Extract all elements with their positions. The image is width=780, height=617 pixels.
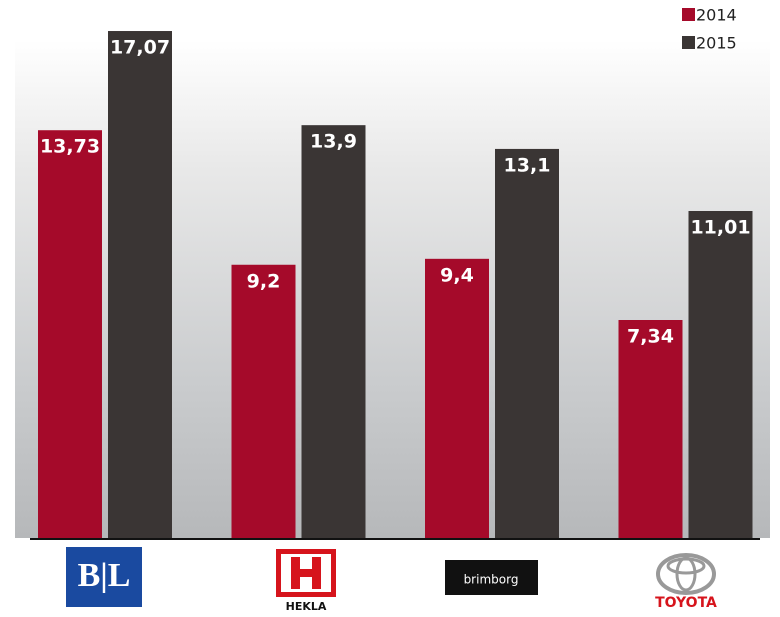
legend-label: 2014 — [696, 6, 737, 25]
value-label: 11,01 — [690, 217, 750, 239]
category-label: B|L — [78, 557, 131, 594]
bar — [689, 211, 753, 538]
legend-label: 2015 — [696, 34, 737, 53]
category-label: TOYOTA — [655, 595, 717, 611]
category-label: brimborg — [464, 573, 519, 587]
bar — [619, 320, 683, 538]
bar — [495, 149, 559, 538]
logo-hekla — [276, 549, 336, 597]
value-label: 9,4 — [440, 264, 474, 286]
value-label: 7,34 — [627, 326, 674, 348]
value-label: 13,9 — [310, 131, 357, 153]
value-label: 9,2 — [247, 270, 281, 292]
value-label: 13,1 — [504, 154, 551, 176]
value-label: 13,73 — [40, 136, 100, 158]
chart: 13,73 9,2 9,4 7,34 2014 17,07 13,9 13,1 11,01 201… — [0, 0, 780, 617]
category-label: HEKLA — [286, 600, 327, 613]
legend-swatch — [682, 8, 695, 21]
bar — [302, 125, 366, 538]
bar — [425, 259, 489, 538]
bar — [108, 31, 172, 538]
legend-swatch — [682, 36, 695, 49]
value-label: 17,07 — [110, 37, 170, 59]
bar — [38, 130, 102, 538]
logo-toyota — [658, 555, 714, 593]
bar — [232, 265, 296, 538]
